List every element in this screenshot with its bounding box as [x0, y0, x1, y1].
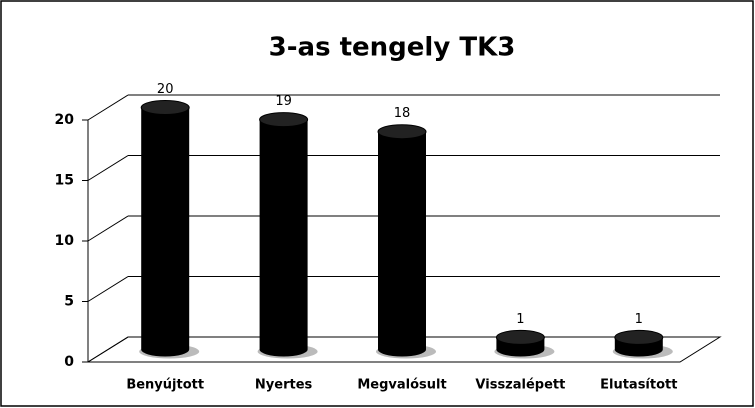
x-tick-label: Visszalépett [475, 378, 565, 393]
x-tick-label: Megvalósult [357, 378, 446, 393]
x-tick-label: Nyertes [255, 378, 313, 393]
y-tick-label: 15 [55, 173, 74, 189]
y-tick-label: 10 [55, 233, 75, 249]
grid-line [87, 336, 129, 363]
bar [378, 124, 426, 357]
y-tick-label: 0 [64, 354, 74, 370]
x-tick-label: Benyújtott [126, 378, 204, 393]
bar-top [495, 329, 545, 345]
grid-line [87, 155, 129, 181]
bar-top [614, 329, 664, 345]
data-label: 18 [394, 106, 411, 121]
bar-top [259, 112, 309, 128]
data-label: 19 [275, 94, 292, 109]
bar [141, 100, 190, 357]
bar-top [377, 124, 427, 140]
grid-line [87, 276, 129, 302]
y-tick-label: 20 [55, 112, 75, 128]
data-label: 1 [635, 312, 643, 327]
data-label: 20 [157, 82, 174, 97]
grid-line [87, 215, 129, 242]
bar [259, 112, 308, 357]
bar-top [140, 100, 190, 115]
grid-line [87, 94, 129, 121]
chart-title: 3-as tengely TK3 [269, 33, 516, 63]
y-tick-label: 5 [64, 294, 74, 310]
x-tick-label: Elutasított [600, 378, 677, 393]
data-label: 1 [516, 312, 524, 327]
